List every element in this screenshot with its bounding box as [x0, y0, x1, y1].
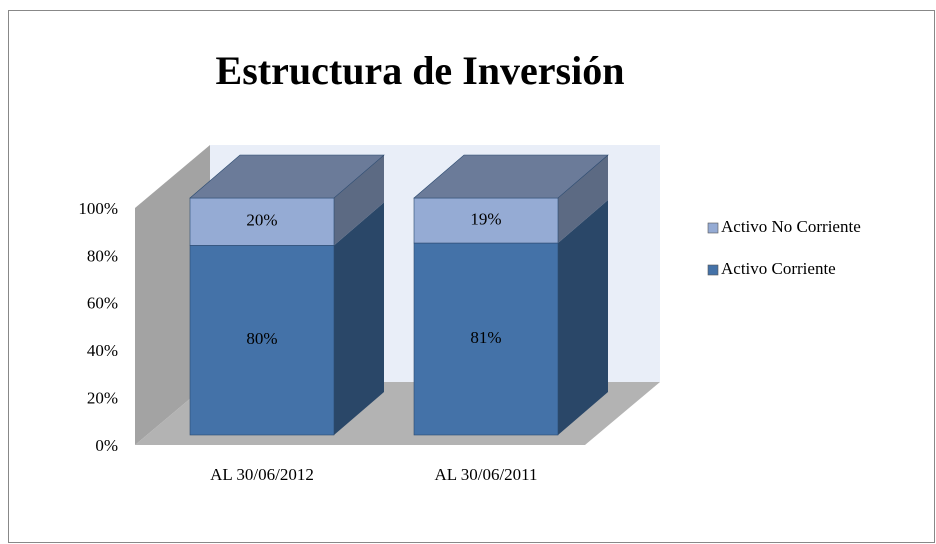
bar: [189, 197, 335, 246]
data-label: 80%: [246, 329, 277, 348]
bar: [189, 245, 335, 436]
legend-label: Activo Corriente: [721, 259, 836, 278]
y-tick-label: 100%: [78, 199, 118, 218]
bar-side: [558, 200, 608, 435]
y-tick-label: 60%: [87, 294, 118, 313]
data-label: 20%: [246, 211, 277, 230]
y-tick-label: 80%: [87, 246, 118, 265]
bar: [413, 197, 559, 244]
chart-title: Estructura de Inversión: [216, 48, 625, 93]
data-label: 81%: [470, 328, 501, 347]
data-label: 19%: [470, 209, 501, 228]
x-tick-label: AL 30/06/2012: [210, 465, 314, 484]
legend-swatch: [707, 264, 719, 276]
bar-side: [334, 155, 384, 246]
bar-side: [558, 155, 608, 244]
y-tick-label: 0%: [95, 436, 118, 455]
bar-side: [334, 202, 384, 435]
bar: [413, 242, 559, 436]
legend-swatch: [707, 222, 719, 234]
legend-label: Activo No Corriente: [721, 217, 861, 236]
y-tick-label: 20%: [87, 389, 118, 408]
bar-top: [413, 154, 609, 199]
x-tick-label: AL 30/06/2011: [434, 465, 537, 484]
bar-top: [189, 154, 385, 199]
y-tick-label: 40%: [87, 341, 118, 360]
